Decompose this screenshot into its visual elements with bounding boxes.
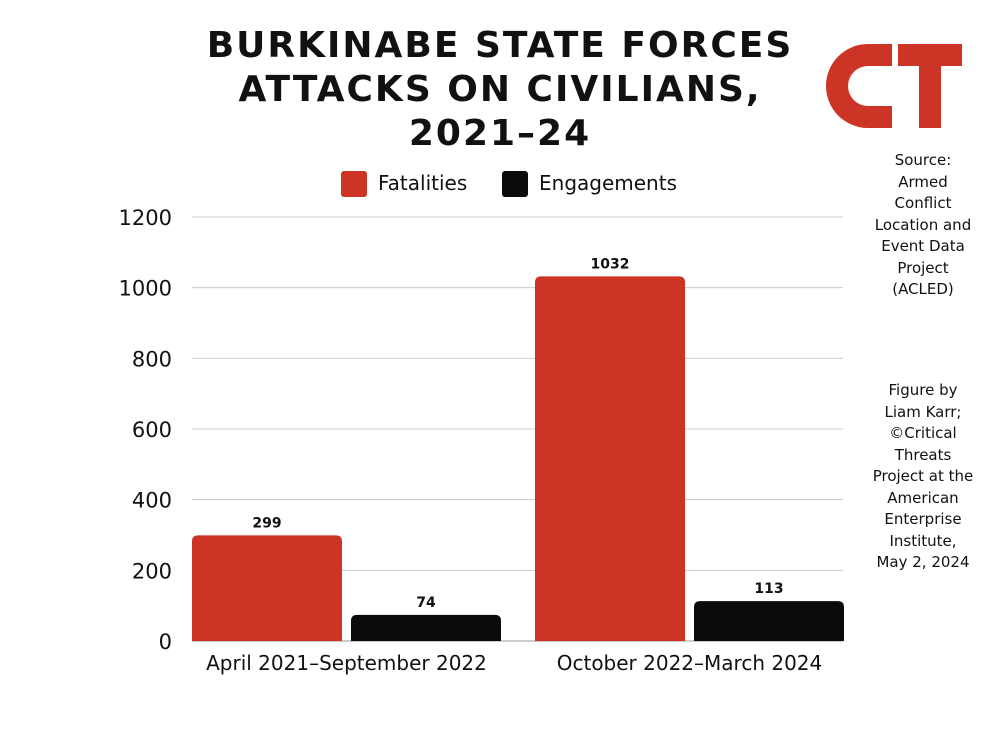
source-note: Source: Armed Conflict Location and Even… xyxy=(858,150,988,301)
credit-line: Project at the xyxy=(872,467,974,485)
legend-swatch xyxy=(502,171,528,197)
title-line-2: ATTACKS ON CIVILIANS, xyxy=(238,69,762,110)
bar-fatalities xyxy=(192,535,342,641)
y-tick-label: 800 xyxy=(132,347,172,371)
legend-label: Fatalities xyxy=(378,171,467,195)
bar-engagements xyxy=(351,614,501,641)
data-label: 299 xyxy=(252,515,281,531)
source-line: Conflict xyxy=(894,194,952,212)
y-tick-label: 1000 xyxy=(119,277,172,301)
credit-line: Enterprise xyxy=(884,510,962,528)
credit-line: Threats xyxy=(894,445,952,464)
x-category-label: April 2021–September 2022 xyxy=(206,651,487,675)
y-tick-label: 400 xyxy=(132,489,172,513)
credit-line: ©Critical xyxy=(889,424,957,442)
credit-line: Institute, xyxy=(889,531,957,550)
y-tick-label: 600 xyxy=(132,418,172,442)
credit-line: May 2, 2024 xyxy=(876,553,970,571)
data-label: 1032 xyxy=(591,256,630,272)
x-category-label: October 2022–March 2024 xyxy=(557,651,823,675)
y-tick-label: 200 xyxy=(132,559,172,583)
credit-line: Liam Karr; xyxy=(884,402,962,421)
y-tick-label: 0 xyxy=(159,630,172,654)
credit-note: Figure by Liam Karr; ©Critical Threats P… xyxy=(858,380,988,574)
chart-title: BURKINABE STATE FORCES ATTACKS ON CIVILI… xyxy=(180,24,820,156)
source-line: Project xyxy=(897,258,949,277)
data-label: 74 xyxy=(416,595,436,611)
title-line-3: 2021–24 xyxy=(408,113,592,154)
legend-swatch xyxy=(341,171,367,197)
source-line: Location and xyxy=(874,215,972,234)
critical-threats-logo: CT xyxy=(826,44,962,128)
logo-t-shape xyxy=(898,44,962,128)
title-line-1: BURKINABE STATE FORCES xyxy=(206,25,794,66)
legend-label: Engagements xyxy=(539,171,677,195)
data-label: 113 xyxy=(754,581,783,597)
bar-engagements xyxy=(694,601,844,641)
source-line: Event Data xyxy=(881,237,965,255)
y-tick-label: 1200 xyxy=(119,206,172,230)
credit-line: American xyxy=(887,488,959,507)
source-line: (ACLED) xyxy=(892,280,954,298)
source-line: Armed xyxy=(898,172,948,191)
logo-c-shape xyxy=(826,44,892,128)
bar-fatalities xyxy=(535,276,685,641)
source-line: Source: xyxy=(894,151,952,169)
credit-line: Figure by xyxy=(888,381,958,399)
